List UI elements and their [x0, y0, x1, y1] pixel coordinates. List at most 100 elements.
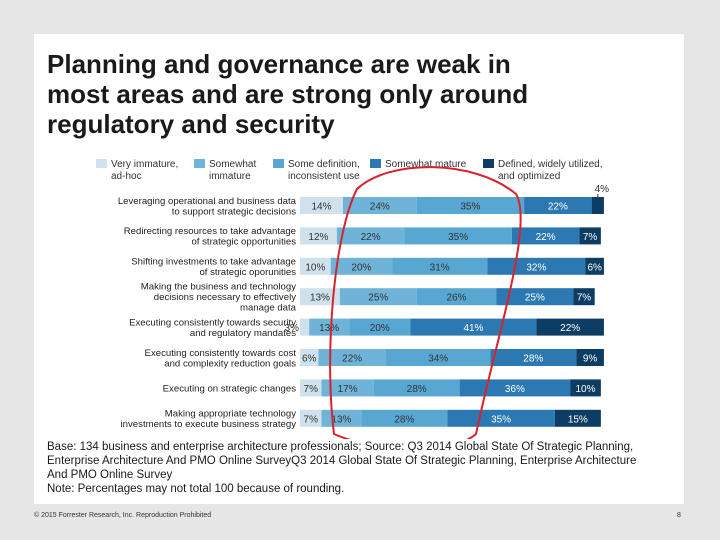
data-label: 28% — [407, 384, 427, 395]
bar-segment — [336, 227, 405, 245]
category-label: Making appropriate technology — [165, 409, 296, 420]
note-line: Enterprise Architecture And PMO Online S… — [47, 455, 637, 467]
data-label: 6% — [302, 354, 317, 365]
data-label: 10% — [576, 384, 596, 395]
title-line: Planning and governance are weak in — [47, 49, 511, 79]
legend-swatch — [96, 159, 107, 168]
data-label: 24% — [370, 202, 390, 213]
category-label: investments to execute business strategy — [121, 419, 297, 430]
legend-label: inconsistent use — [288, 171, 360, 182]
category-label: Shifting investments to take advantage — [131, 257, 296, 268]
legend-swatch — [194, 159, 205, 168]
bar-segment — [585, 257, 604, 275]
legend-label: and optimized — [498, 171, 560, 182]
data-label: 9% — [583, 354, 598, 365]
legend-swatch — [273, 159, 284, 168]
data-label: 32% — [526, 262, 546, 273]
data-label: 15% — [568, 414, 588, 425]
category-label: decisions necessary to effectively — [154, 292, 296, 303]
category-label: manage data — [240, 303, 297, 314]
bar-segment — [300, 227, 337, 245]
legend-label: Very immature, — [111, 159, 178, 170]
data-label: 3% — [285, 323, 300, 334]
copyright-footer: © 2015 Forrester Research, Inc. Reproduc… — [34, 512, 212, 519]
data-label: 13% — [331, 414, 351, 425]
bar-segment — [570, 379, 601, 397]
data-label: 13% — [310, 293, 330, 304]
data-label: 7% — [577, 293, 592, 304]
bar-segment — [591, 197, 604, 214]
category-label: to support strategic decisions — [172, 206, 296, 217]
legend-swatch — [370, 159, 381, 168]
slide-title: Planning and governance are weak in most… — [47, 49, 667, 139]
bar-segment — [342, 197, 417, 214]
data-label: 7% — [583, 232, 598, 243]
legend-swatch — [483, 159, 494, 168]
bar-segment — [321, 379, 374, 397]
data-label: 22% — [548, 202, 568, 213]
category-label: and regulatory mandates — [190, 328, 296, 339]
data-label: 35% — [448, 232, 468, 243]
data-label: 31% — [430, 262, 450, 273]
bar-segment — [361, 409, 448, 427]
title-line: most areas and are strong only around — [47, 79, 529, 109]
legend-label: Defined, widely utilized, — [498, 159, 603, 170]
category-label: of strategic opportunities — [191, 237, 296, 248]
data-label: 7% — [304, 414, 319, 425]
data-label: 28% — [523, 354, 543, 365]
highlight-oval — [329, 166, 522, 439]
bar-segment — [490, 349, 577, 366]
category-label: Executing consistently towards cost — [145, 348, 297, 359]
bar-segment — [385, 349, 491, 366]
data-label: 28% — [394, 414, 414, 425]
data-label: 22% — [536, 232, 556, 243]
bar-segment — [404, 227, 512, 245]
bar-segment — [330, 257, 393, 275]
category-label: Executing consistently towards security — [129, 317, 296, 328]
data-label: 22% — [342, 354, 362, 365]
category-label: Making the business and technology — [141, 282, 296, 293]
bar-segment — [309, 318, 350, 336]
bar-segment — [349, 318, 411, 336]
data-label: 4% — [595, 184, 610, 195]
data-label: 22% — [361, 232, 381, 243]
bar-segment — [300, 288, 340, 306]
bar-segment — [300, 318, 310, 336]
category-label: of strategic oporunities — [199, 267, 296, 278]
data-label: 12% — [308, 232, 328, 243]
bar-segment — [300, 349, 319, 366]
bar-segment — [392, 257, 488, 275]
data-label: 6% — [587, 262, 602, 273]
category-label: Redirecting resources to take advantage — [124, 226, 296, 237]
data-label: 13% — [319, 323, 339, 334]
category-label: Leveraging operational and business data — [118, 196, 297, 207]
bar-segment — [511, 227, 580, 245]
bar-segment — [554, 409, 601, 427]
data-label: 20% — [351, 262, 371, 273]
bar-segment — [579, 227, 601, 245]
data-label: 25% — [368, 293, 388, 304]
data-label: 34% — [428, 354, 448, 365]
data-label: 35% — [460, 202, 480, 213]
bar-segment — [300, 197, 343, 214]
legend-label: Some definition, — [288, 159, 360, 170]
legend-label: ad-hoc — [111, 171, 142, 182]
bar-segment — [576, 349, 604, 366]
data-label: 35% — [491, 414, 511, 425]
data-label: 26% — [447, 293, 467, 304]
note-line: And PMO Online Survey — [47, 469, 173, 481]
category-label: and complexity reduction goals — [164, 358, 296, 369]
data-label: 10% — [305, 262, 325, 273]
bar-segment — [410, 318, 537, 336]
bar-segment — [487, 257, 586, 275]
legend-label: Somewhat — [209, 159, 256, 170]
data-label: 25% — [525, 293, 545, 304]
source-note: Base: 134 business and enterprise archit… — [47, 440, 677, 496]
bar-segment — [573, 288, 595, 306]
note-line: Note: Percentages may not total 100 beca… — [47, 483, 345, 495]
page-number: 8 — [677, 512, 681, 519]
data-label: 17% — [338, 384, 358, 395]
bar-segment — [524, 197, 592, 214]
bar-segment — [496, 288, 574, 306]
